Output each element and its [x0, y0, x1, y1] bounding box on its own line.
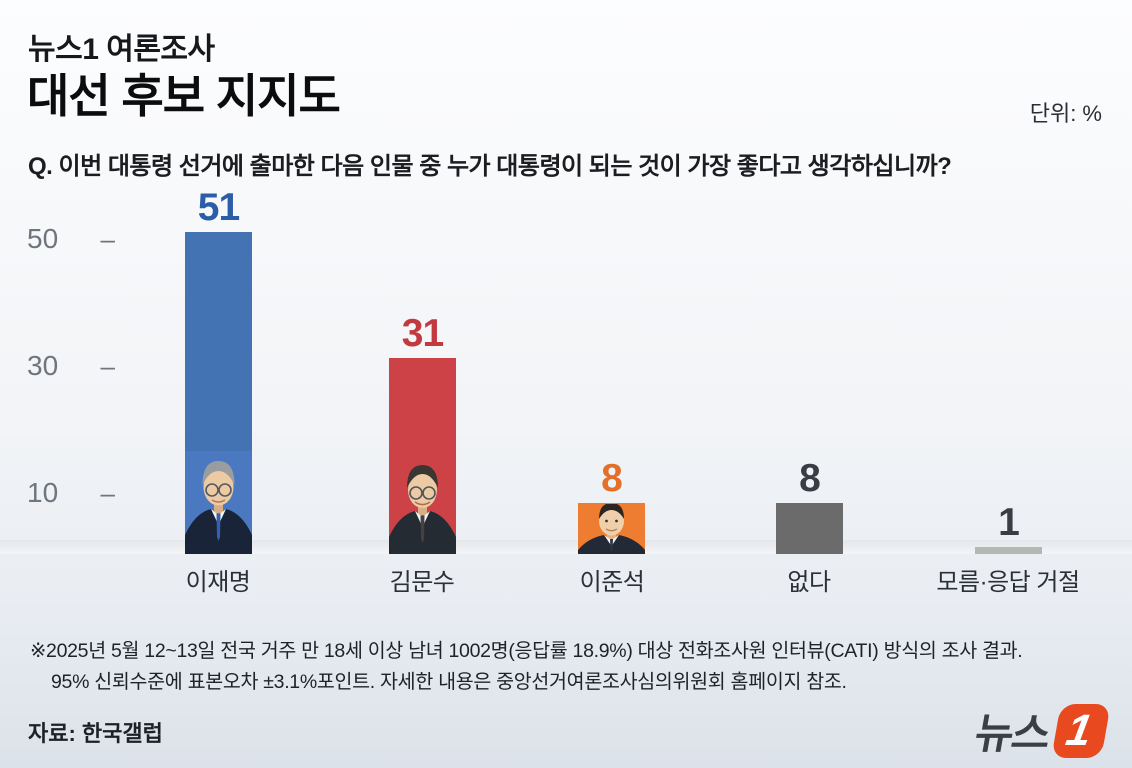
- y-axis-tick-50: 50 –: [27, 223, 115, 255]
- bar-value-label: 8: [799, 457, 821, 500]
- kicker-text: 뉴스1 여론조사: [28, 33, 215, 66]
- news1-logo-digit: 1: [1062, 705, 1096, 755]
- unit-label: 단위: %: [1029, 101, 1102, 126]
- bar-lee-jun-seok: 8: [578, 457, 645, 554]
- bar-value-label: 31: [401, 312, 444, 355]
- bar-value-label: 1: [998, 501, 1020, 544]
- category-label-lee-jun-seok: 이준석: [579, 569, 645, 596]
- category-label-dont-know-refused: 모름·응답 거절: [936, 569, 1080, 596]
- candidate-photo-lee-jun-seok: [578, 504, 645, 554]
- page-title: 대선 후보 지지도: [27, 70, 341, 122]
- bar-rect: [578, 503, 645, 554]
- tick-dash: –: [100, 350, 115, 381]
- bar-rect: [975, 547, 1042, 554]
- footnote-line-1: ※2025년 5월 12~13일 전국 거주 만 18세 이상 남녀 1002명…: [30, 640, 1023, 662]
- bar-lee-jae-myung: 51: [185, 186, 252, 554]
- tick-dash: –: [100, 223, 115, 254]
- candidate-photo-lee-jae-myung: [185, 451, 252, 554]
- survey-question: Q. 이번 대통령 선거에 출마한 다음 인물 중 누가 대통령이 되는 것이 …: [28, 153, 952, 180]
- category-label-none: 없다: [787, 569, 831, 596]
- bar-value-label: 8: [601, 457, 623, 500]
- bar-kim-moon-soo: 31: [389, 312, 456, 554]
- source-credit: 자료: 한국갤럽: [28, 721, 163, 746]
- y-tick-label: 50: [27, 223, 59, 254]
- bar-rect: [776, 503, 843, 554]
- category-label-lee-jae-myung: 이재명: [185, 569, 251, 596]
- candidate-photo-kim-moon-soo: [389, 457, 456, 554]
- bar-value-label: 51: [197, 186, 240, 229]
- bar-rect: [389, 358, 456, 554]
- methodology-footnote: ※2025년 5월 12~13일 전국 거주 만 18세 이상 남녀 1002명…: [30, 636, 1023, 698]
- tick-dash: –: [100, 477, 115, 508]
- y-tick-label: 10: [27, 477, 59, 508]
- y-tick-label: 30: [27, 350, 59, 381]
- news1-logo-text: 뉴스: [971, 710, 1053, 757]
- news1-logo-digit-badge: 1: [1051, 703, 1111, 758]
- bar-none: 8: [776, 457, 843, 554]
- y-axis-tick-10: 10 –: [27, 477, 115, 509]
- bar-rect: [185, 232, 252, 554]
- footnote-line-2: 95% 신뢰수준에 표본오차 ±3.1%포인트. 자세한 내용은 중앙선거여론조…: [51, 671, 847, 693]
- chart-baseline: [0, 540, 1132, 554]
- category-label-kim-moon-soo: 김문수: [389, 569, 455, 596]
- bar-dont-know-refused: 1: [975, 501, 1042, 554]
- y-axis-tick-30: 30 –: [27, 350, 115, 382]
- news1-logo: 뉴스 1: [971, 700, 1111, 761]
